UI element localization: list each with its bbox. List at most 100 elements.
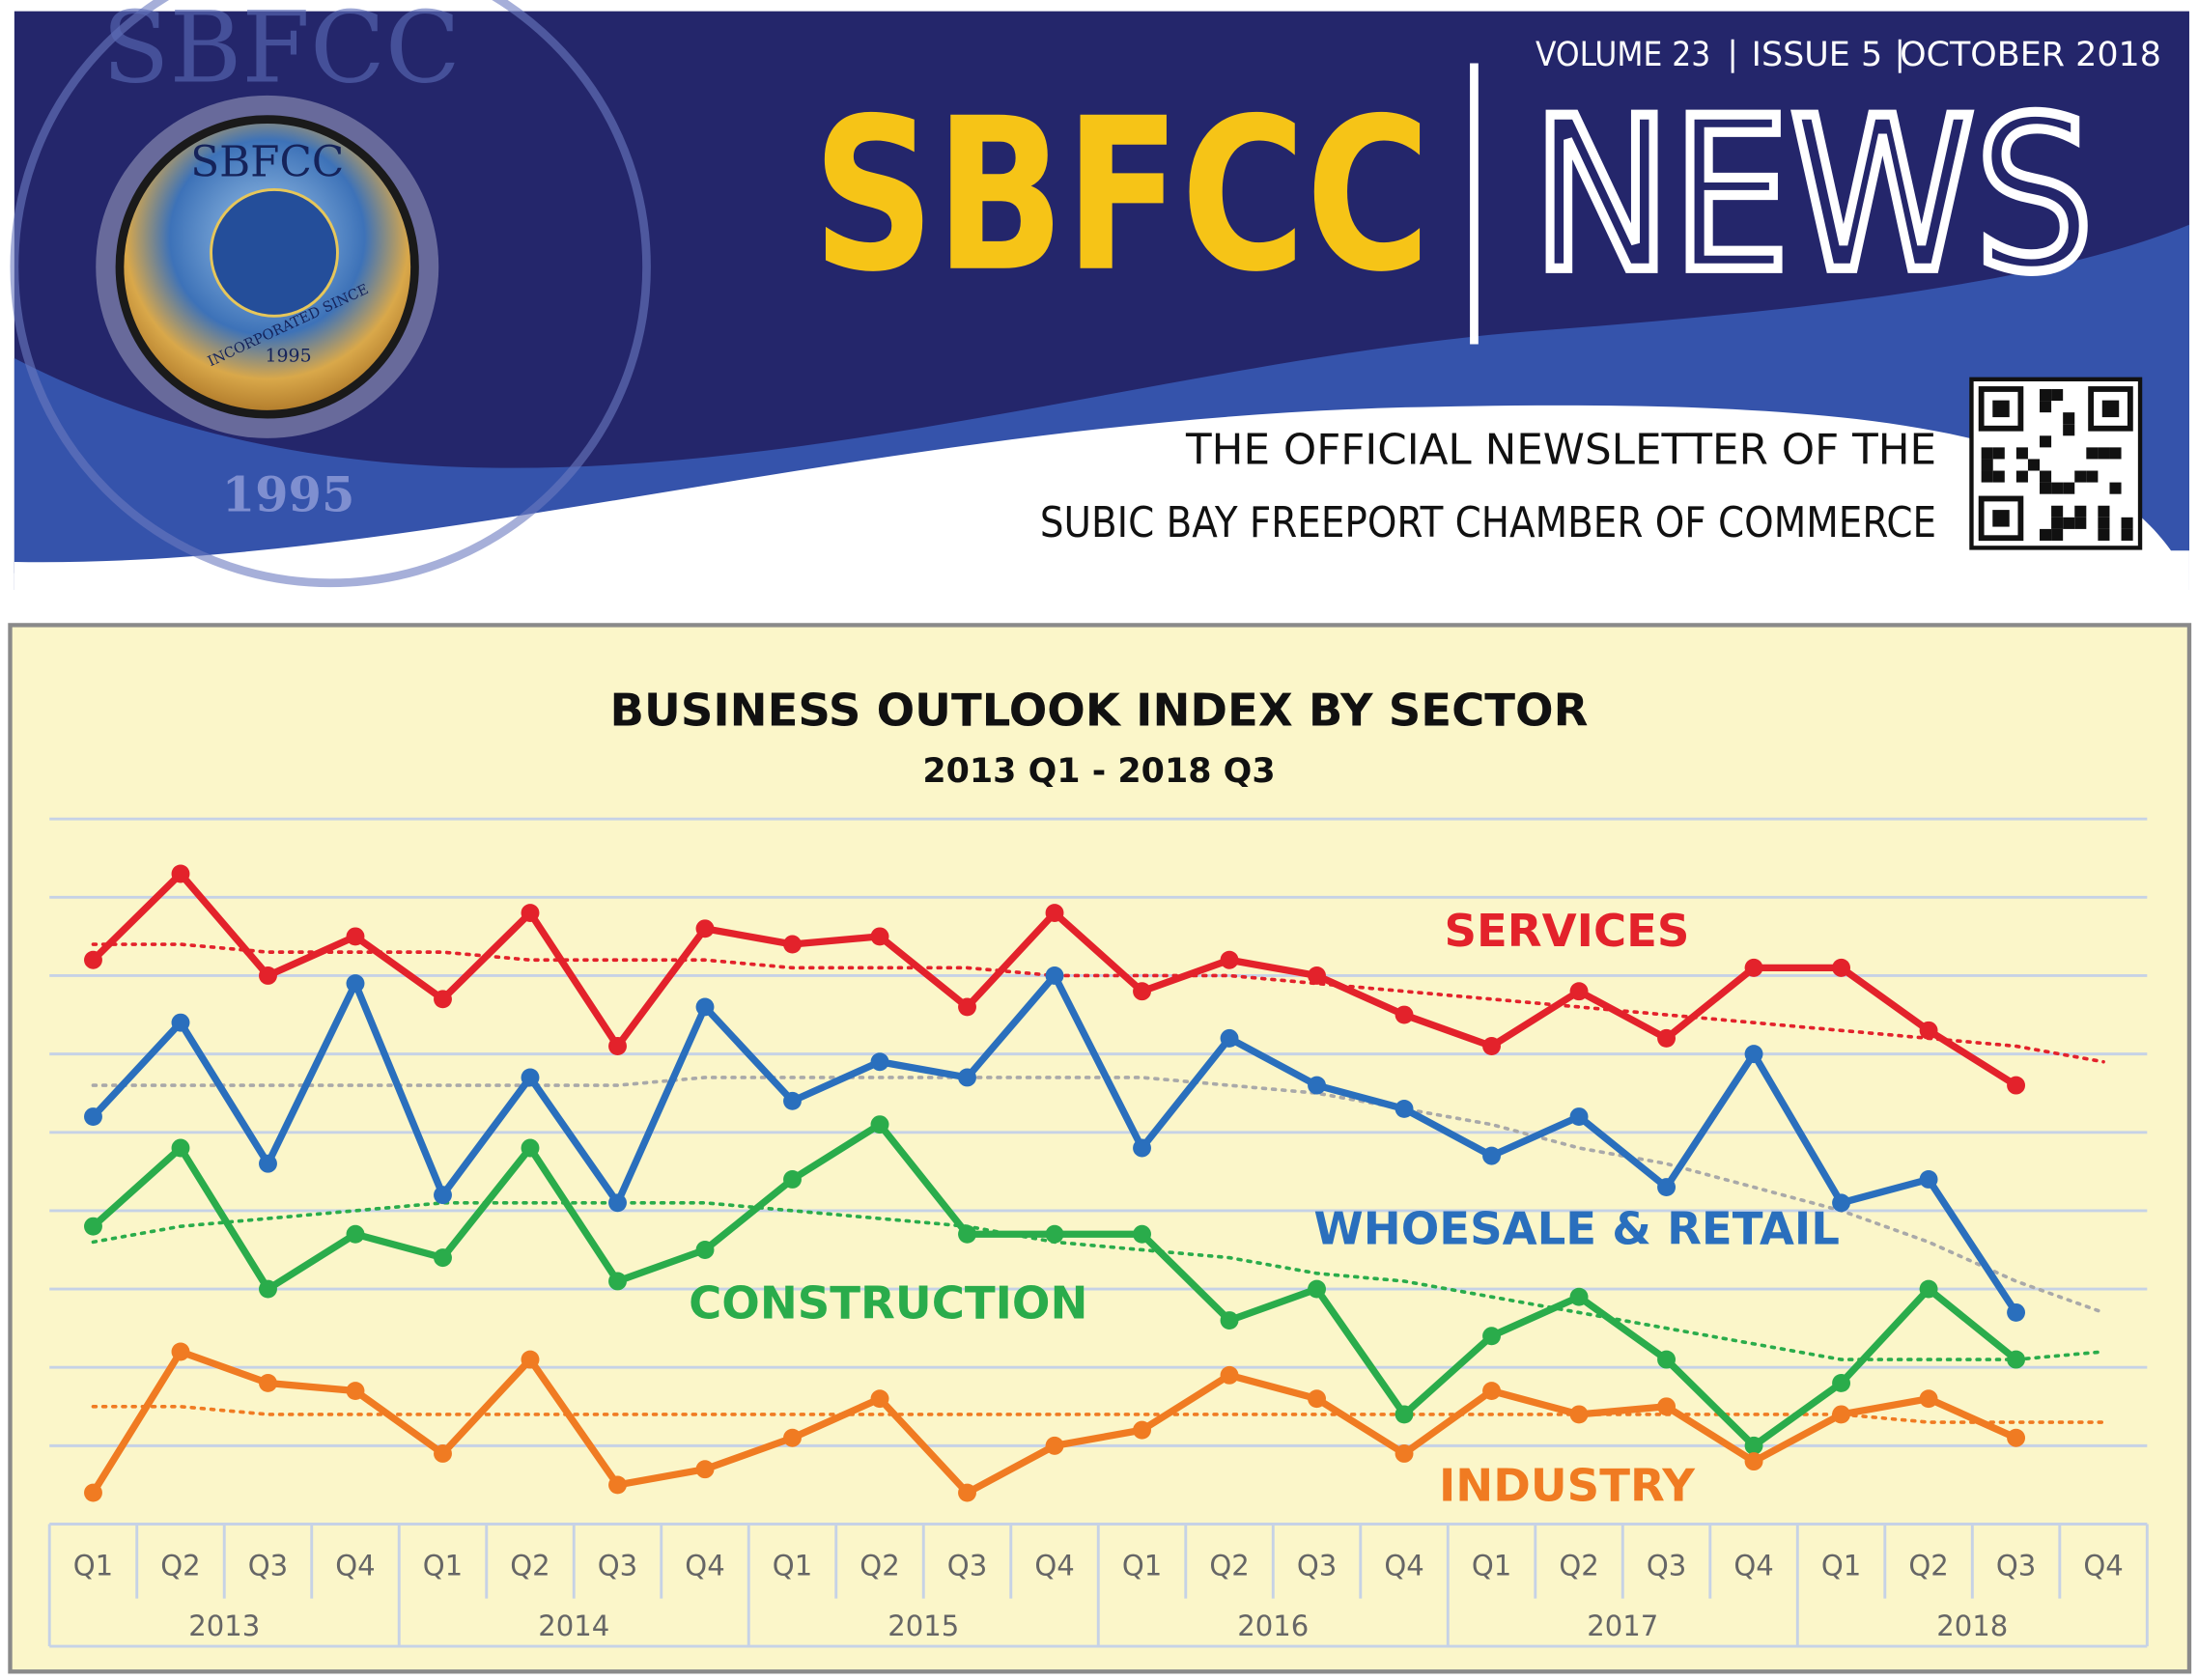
qr-module xyxy=(2040,401,2052,413)
qr-module xyxy=(2098,528,2110,541)
data-point xyxy=(783,935,802,954)
data-point xyxy=(1045,966,1064,985)
data-point xyxy=(870,1115,889,1134)
tagline: SUBIC BAY FREEPORT CHAMBER OF COMMERCE xyxy=(1040,498,1936,547)
x-group-label: 2018 xyxy=(1936,1610,2008,1642)
x-tick-label: Q2 xyxy=(160,1550,200,1582)
brand-suffix: NEWS xyxy=(1532,73,2094,319)
data-point xyxy=(1919,1021,1938,1040)
data-point xyxy=(608,1193,627,1213)
x-tick-label: Q3 xyxy=(947,1550,987,1582)
data-point xyxy=(1744,1045,1763,1064)
qr-module xyxy=(1981,470,1993,483)
data-point xyxy=(346,974,365,994)
data-point xyxy=(870,1389,889,1409)
data-point xyxy=(259,1373,277,1392)
data-point xyxy=(1657,1397,1677,1416)
qr-module xyxy=(2074,470,2087,483)
data-point xyxy=(1045,1224,1064,1244)
data-point xyxy=(521,904,540,923)
x-group-label: 2016 xyxy=(1237,1610,1309,1642)
data-point xyxy=(171,864,190,883)
data-point xyxy=(1220,1028,1239,1048)
qr-module xyxy=(2086,470,2099,483)
data-point xyxy=(1832,1373,1851,1392)
qr-module xyxy=(2109,482,2122,494)
data-point xyxy=(1395,1405,1414,1424)
data-point xyxy=(259,1279,277,1299)
data-point xyxy=(1482,1327,1501,1346)
qr-module xyxy=(2051,517,2064,529)
data-point xyxy=(783,1170,802,1189)
qr-module xyxy=(2121,528,2133,541)
data-point xyxy=(2007,1428,2026,1447)
trend-line xyxy=(91,942,2105,1064)
data-point xyxy=(346,1382,365,1401)
qr-module xyxy=(2040,470,2052,483)
x-tick-label: Q2 xyxy=(859,1550,899,1582)
x-group-label: 2017 xyxy=(1587,1610,1658,1642)
x-tick-label: Q3 xyxy=(248,1550,288,1582)
qr-module xyxy=(2015,470,2028,483)
data-point xyxy=(84,1107,102,1126)
data-point xyxy=(1220,1365,1239,1385)
qr-module xyxy=(2051,388,2064,402)
qr-finder xyxy=(1992,510,2010,527)
data-point xyxy=(695,1460,715,1479)
chart-title: BUSINESS OUTLOOK INDEX BY SECTOR xyxy=(610,685,1589,737)
data-point xyxy=(608,1272,627,1291)
date: OCTOBER 2018 xyxy=(1900,36,2161,74)
qr-module xyxy=(2051,528,2064,541)
qr-finder xyxy=(1978,495,2024,542)
data-point xyxy=(1308,1076,1326,1095)
x-tick-label: Q4 xyxy=(2083,1550,2123,1582)
x-tick-label: Q4 xyxy=(1384,1550,1423,1582)
qr-module xyxy=(2015,447,2028,460)
data-point xyxy=(1133,1420,1151,1440)
x-tick-label: Q4 xyxy=(1034,1550,1074,1582)
data-point xyxy=(783,1428,802,1447)
data-point xyxy=(1657,1178,1677,1197)
volume: VOLUME 23 xyxy=(1536,36,1710,74)
data-point xyxy=(346,1224,365,1244)
data-point xyxy=(1744,1436,1763,1455)
qr-code xyxy=(1969,377,2143,550)
data-point xyxy=(259,966,277,985)
header: SBFCC 1995 SBFCC INCORPORATED SINCE 1995… xyxy=(10,0,2189,591)
watermark-ring xyxy=(10,0,651,588)
tagline: THE OFFICIAL NEWSLETTER OF THE xyxy=(1185,425,1936,474)
watermark-year: 1995 xyxy=(222,466,355,522)
data-point xyxy=(2007,1076,2026,1095)
data-point xyxy=(84,950,102,969)
data-point xyxy=(521,1138,540,1158)
data-point xyxy=(695,997,715,1017)
data-point xyxy=(608,1037,627,1055)
qr-module xyxy=(2063,482,2075,494)
banner-white xyxy=(14,405,2189,591)
data-point xyxy=(1744,958,1763,977)
data-point xyxy=(1133,982,1151,1001)
data-point xyxy=(1482,1037,1501,1055)
x-tick-label: Q3 xyxy=(1297,1550,1337,1582)
data-point xyxy=(1657,1350,1677,1369)
brand: SBFCC xyxy=(812,73,1430,319)
qr-module xyxy=(2051,482,2064,494)
chart-subtitle: 2013 Q1 - 2018 Q3 xyxy=(922,752,1275,791)
trend-line xyxy=(91,1404,2105,1424)
x-tick-label: Q1 xyxy=(773,1550,812,1582)
x-tick-label: Q2 xyxy=(1559,1550,1598,1582)
qr-finder xyxy=(2101,400,2120,418)
qr-module xyxy=(2040,388,2052,402)
legend-label: CONSTRUCTION xyxy=(689,1277,1087,1330)
data-point xyxy=(1919,1389,1938,1409)
qr-finder xyxy=(1978,386,2024,432)
legend-label: INDUSTRY xyxy=(1439,1460,1696,1512)
data-point xyxy=(521,1350,540,1369)
data-point xyxy=(434,1186,452,1205)
x-group-label: 2014 xyxy=(538,1610,609,1642)
data-point xyxy=(84,1483,102,1502)
x-tick-label: Q1 xyxy=(73,1550,113,1582)
data-point xyxy=(1220,950,1239,969)
qr-module xyxy=(2121,517,2133,529)
data-point xyxy=(1919,1279,1938,1299)
